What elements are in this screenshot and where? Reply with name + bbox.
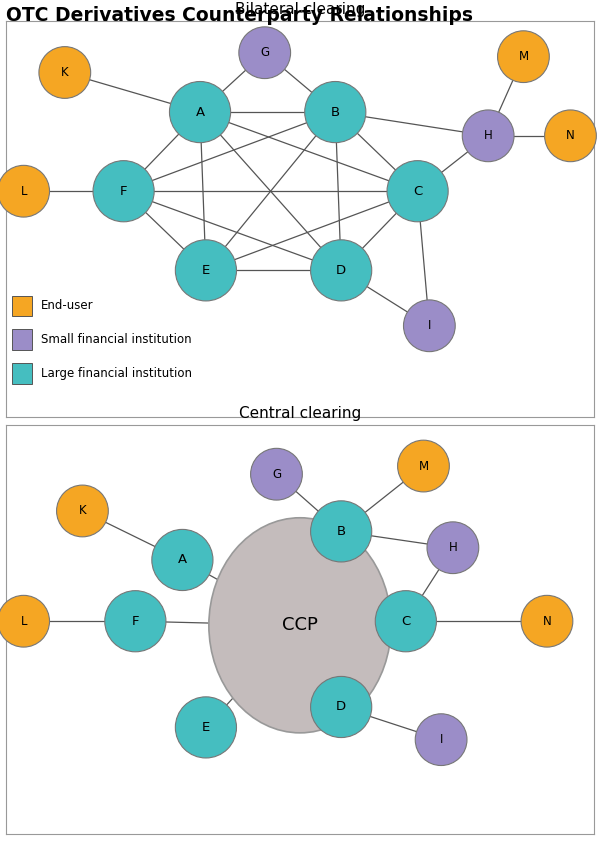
Text: Large financial institution: Large financial institution (41, 367, 192, 380)
Bar (12, 363, 32, 384)
Text: N: N (542, 615, 551, 628)
Text: K: K (61, 66, 68, 79)
Text: I: I (439, 733, 443, 746)
Text: M: M (518, 51, 529, 63)
Title: Central clearing: Central clearing (239, 407, 361, 421)
Text: C: C (413, 184, 422, 198)
Ellipse shape (93, 161, 154, 221)
Text: E: E (202, 264, 210, 277)
Text: CCP: CCP (282, 616, 318, 634)
Ellipse shape (311, 676, 372, 738)
Text: D: D (336, 264, 346, 277)
Text: End-user: End-user (41, 300, 94, 312)
Title: Bilateral clearing: Bilateral clearing (235, 3, 365, 17)
Ellipse shape (398, 440, 449, 492)
Text: A: A (178, 553, 187, 567)
Text: M: M (418, 460, 428, 472)
Ellipse shape (56, 485, 109, 537)
Ellipse shape (387, 161, 448, 221)
Text: G: G (272, 467, 281, 481)
Text: G: G (260, 46, 269, 59)
Text: D: D (336, 701, 346, 713)
Ellipse shape (375, 590, 436, 652)
Text: I: I (428, 319, 431, 333)
Text: E: E (202, 721, 210, 734)
Ellipse shape (462, 110, 514, 162)
Text: N: N (566, 130, 575, 142)
Ellipse shape (305, 82, 366, 142)
Text: H: H (484, 130, 493, 142)
Ellipse shape (251, 448, 302, 500)
Text: F: F (120, 184, 127, 198)
Ellipse shape (105, 590, 166, 652)
Text: A: A (196, 105, 205, 119)
Ellipse shape (521, 595, 573, 647)
Text: B: B (337, 525, 346, 538)
Ellipse shape (545, 110, 596, 162)
Text: L: L (20, 184, 27, 198)
Text: OTC Derivatives Counterparty Relationships: OTC Derivatives Counterparty Relationshi… (6, 6, 473, 25)
Text: L: L (20, 615, 27, 628)
Ellipse shape (0, 595, 50, 647)
Ellipse shape (169, 82, 230, 142)
Ellipse shape (311, 501, 372, 562)
Bar (12, 296, 32, 317)
Ellipse shape (175, 697, 236, 758)
Text: B: B (331, 105, 340, 119)
Ellipse shape (497, 31, 550, 83)
Bar (12, 329, 32, 350)
Text: H: H (449, 541, 457, 554)
Ellipse shape (427, 522, 479, 573)
Text: Small financial institution: Small financial institution (41, 333, 192, 346)
Ellipse shape (39, 46, 91, 99)
Ellipse shape (239, 27, 290, 78)
Ellipse shape (311, 240, 372, 301)
Text: K: K (79, 504, 86, 518)
Ellipse shape (152, 530, 213, 590)
Text: C: C (401, 615, 410, 628)
Ellipse shape (403, 300, 455, 352)
Text: F: F (131, 615, 139, 628)
Ellipse shape (209, 518, 391, 733)
Ellipse shape (415, 714, 467, 765)
Ellipse shape (175, 240, 236, 301)
Ellipse shape (0, 165, 50, 217)
